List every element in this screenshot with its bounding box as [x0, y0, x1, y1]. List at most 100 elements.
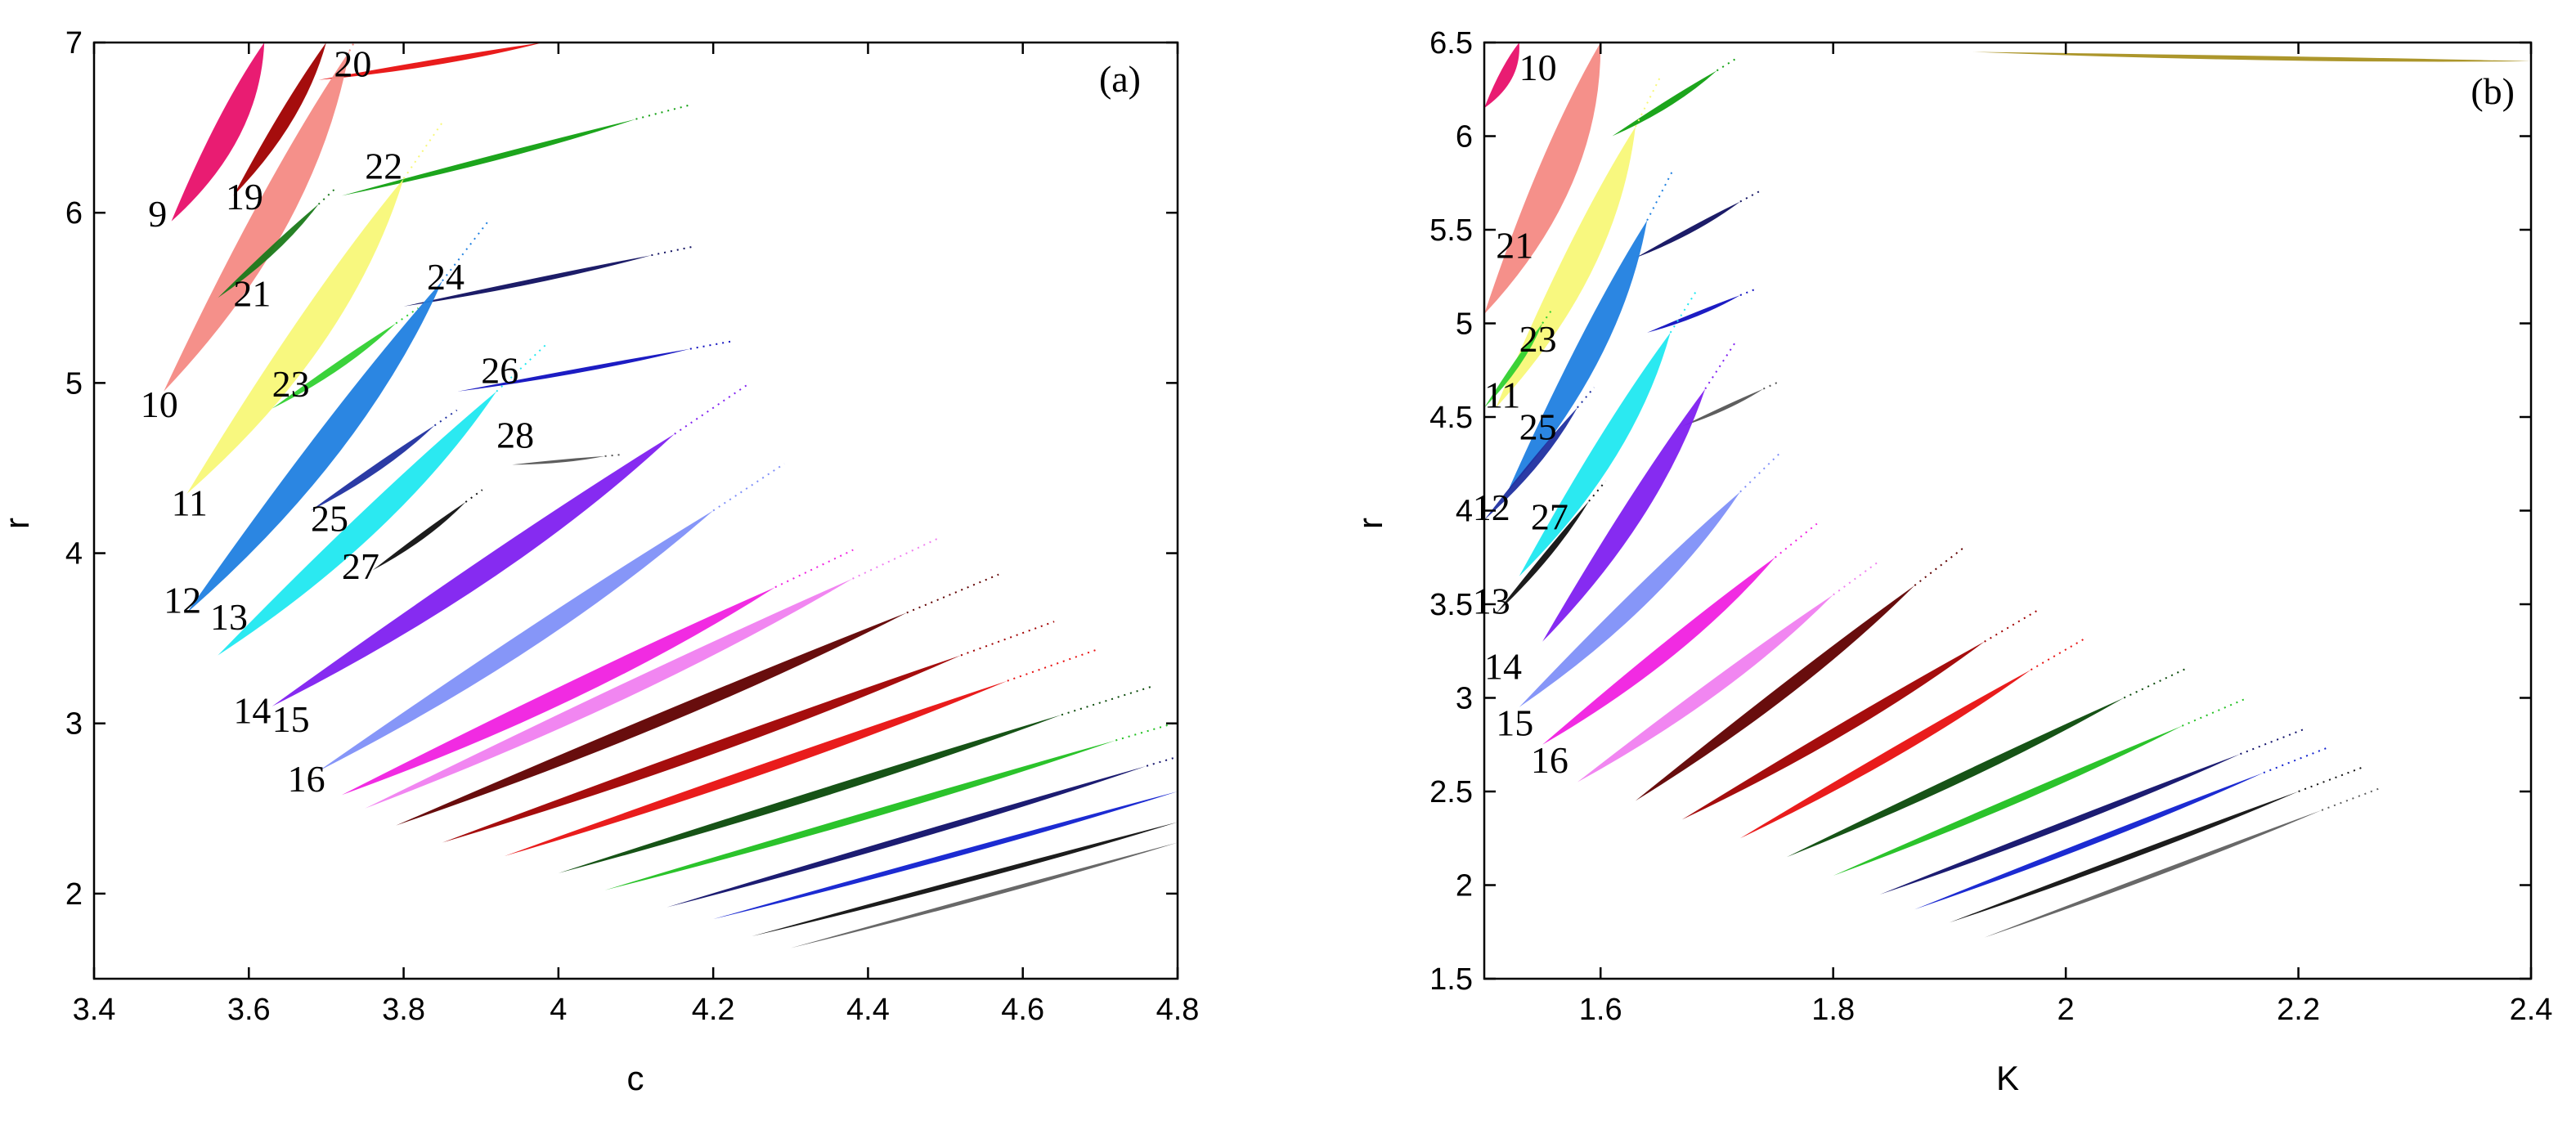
region-a-15: [318, 510, 714, 771]
region-a-unlabeled-20: [442, 655, 961, 843]
region-a-27: [372, 502, 466, 571]
y-tick-label: 5: [65, 366, 83, 401]
region-trail-b-24: [2321, 786, 2383, 811]
region-label-b-16: 16: [1531, 739, 1568, 781]
region-a-25: [311, 425, 435, 511]
y-tick-label: 4.5: [1429, 401, 1473, 435]
region-trail-a-7: [395, 307, 419, 325]
region-a-unlabeled-18: [365, 578, 853, 809]
region-a-14: [272, 433, 675, 706]
region-trail-a-10: [433, 409, 458, 427]
region-trail-b-12: [1588, 480, 1607, 502]
region-trail-b-3: [1635, 75, 1662, 128]
x-tick-label: 4.2: [692, 993, 735, 1027]
region-b-unlabeled-23: [1949, 791, 2299, 923]
region-trail-a-19: [906, 573, 999, 614]
region-trail-a-25: [1177, 790, 1178, 791]
region-trail-b-10: [1762, 381, 1779, 390]
region-trail-b-13: [1739, 452, 1781, 493]
region-label-a-25: 25: [311, 497, 348, 539]
region-b-unlabeled-0: [1484, 43, 1519, 109]
y-tick-label: 3: [65, 707, 83, 742]
region-b-unlabeled-25: [1972, 52, 2531, 62]
region-a-unlabeled-21: [504, 680, 1008, 857]
y-tick-label: 3: [1456, 682, 1473, 716]
region-a-unlabeled-23: [604, 740, 1116, 890]
region-label-a-12: 12: [164, 579, 201, 621]
y-tick-label: 4: [1456, 495, 1473, 529]
region-label-a-15: 15: [272, 698, 310, 740]
region-a-unlabeled-25: [713, 791, 1178, 920]
region-trail-a-27: [1177, 841, 1178, 843]
region-trail-b-19: [2123, 668, 2185, 699]
region-b-unlabeled-20: [1833, 725, 2183, 876]
y-ticks-b: 1.5 2 2.5 3 3.5 4 4.5 5 5.5 6 6.5: [1429, 26, 2531, 997]
region-b-11: [1484, 323, 1543, 408]
region-trail-a-11: [689, 340, 733, 350]
region-a-unlabeled-26: [752, 822, 1178, 936]
y-tick-label: 6: [65, 196, 83, 231]
region-a-19: [233, 43, 326, 196]
region-label-b-14: 14: [1484, 646, 1522, 688]
region-label-a-28: 28: [496, 414, 534, 455]
region-label-a-21: 21: [233, 273, 271, 315]
region-trail-a-26: [1177, 821, 1178, 823]
region-trail-b-25: [2530, 61, 2531, 62]
region-a-28: [512, 455, 605, 465]
x-tick-label: 3.4: [73, 993, 116, 1027]
region-trail-a-24: [1146, 756, 1178, 767]
x-tick-label: 4.8: [1156, 993, 1200, 1027]
x-tick-label: 3.6: [227, 993, 271, 1027]
region-a-21: [218, 204, 319, 298]
region-label-b-13: 13: [1473, 580, 1510, 621]
region-b-unlabeled-16: [1635, 585, 1915, 801]
region-b-unlabeled-7: [1647, 295, 1740, 333]
region-label-a-19: 19: [226, 176, 263, 217]
region-a-10: [164, 51, 350, 392]
region-a-unlabeled-22: [558, 715, 1061, 873]
region-label-a-26: 26: [481, 349, 518, 391]
region-b-15: [1542, 557, 1775, 745]
region-trail-a-4: [317, 186, 338, 205]
region-label-b-23: 23: [1519, 318, 1557, 360]
panel-b: 1.6 1.8 2 2.2 2.4 1.5 2 2.5 3 3.5 4 4.5 5 5.5 6 6.5 10…: [1351, 26, 2553, 1097]
panel-label-a: (a): [1099, 58, 1141, 100]
region-label-a-22: 22: [365, 146, 402, 187]
region-label-b-15: 15: [1496, 702, 1533, 743]
y-tick-label: 2: [1456, 869, 1473, 904]
plot-area-frame-a: [92, 41, 1179, 980]
region-b-16: [1577, 594, 1833, 782]
region-b-21: [1496, 127, 1636, 408]
region-trail-b-21: [2240, 728, 2306, 756]
region-a-16: [341, 587, 775, 796]
y-tick-label: 1.5: [1429, 962, 1473, 997]
y-tick-label: 5.5: [1429, 213, 1473, 248]
x-tick-label: 1.8: [1811, 993, 1855, 1027]
region-b-14: [1519, 491, 1740, 707]
region-b-25: [1519, 332, 1671, 576]
region-b-13: [1496, 501, 1589, 614]
region-b-unlabeled-10: [1681, 388, 1764, 427]
region-a-12: [186, 280, 442, 613]
y-tick-label: 6.5: [1429, 26, 1473, 61]
y-tick-label: 2.5: [1429, 775, 1473, 809]
y-tick-label: 5: [1456, 307, 1473, 342]
x-tick-label: 2.4: [2510, 993, 2553, 1027]
region-trail-a-14: [604, 454, 622, 457]
region-trail-b-4: [1739, 191, 1760, 203]
region-label-a-23: 23: [272, 363, 310, 405]
region-b-unlabeled-19: [1786, 697, 2125, 858]
region-a-11: [186, 178, 404, 494]
region-label-a-10: 10: [141, 383, 178, 425]
regions-a: [164, 43, 1178, 948]
regions-b: [1484, 43, 2531, 938]
region-trail-a-17: [774, 549, 854, 589]
region-b-unlabeled-18: [1739, 670, 2031, 839]
region-trail-a-16: [712, 463, 785, 512]
region-label-a-11: 11: [172, 482, 208, 524]
x-axis-title-a: c: [627, 1059, 644, 1097]
region-trail-a-18: [852, 536, 941, 580]
region-label-b-25: 25: [1519, 406, 1557, 447]
x-tick-label: 4.6: [1001, 993, 1044, 1027]
